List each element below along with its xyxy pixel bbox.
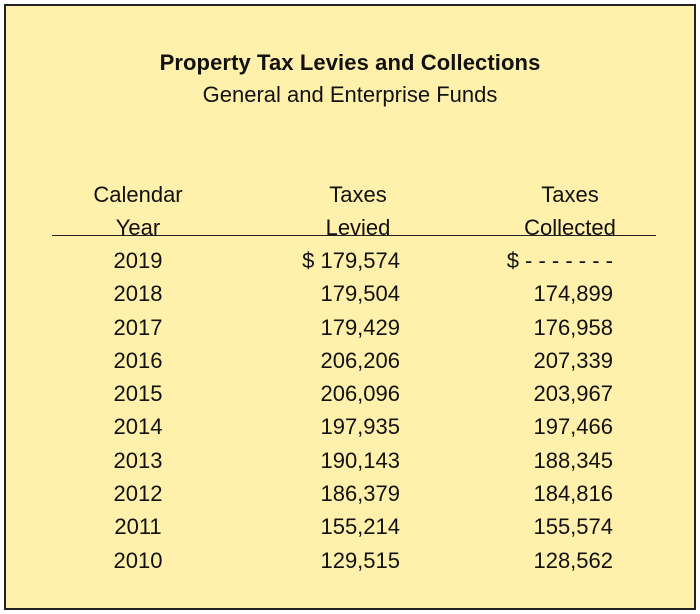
levied-cell: 190,143 bbox=[320, 447, 400, 473]
year-cell: 2011 bbox=[114, 514, 162, 540]
column-header-levied-line1: Taxes bbox=[329, 182, 387, 207]
levied-cell: 206,096 bbox=[320, 381, 400, 407]
collected-cell: 184,816 bbox=[533, 481, 613, 507]
year-cell: 2012 bbox=[113, 481, 163, 507]
table-row: 2015 206,096 203,967 bbox=[6, 377, 694, 410]
year-cell: 2010 bbox=[113, 547, 163, 573]
year-cell: 2015 bbox=[113, 381, 163, 407]
column-header-levied-line2: Levied bbox=[325, 215, 391, 240]
levied-cell: 179,429 bbox=[320, 314, 400, 340]
collected-cell: 128,562 bbox=[533, 547, 613, 573]
year-cell: 2019 bbox=[113, 248, 163, 273]
column-header-year-line2: Year bbox=[115, 215, 161, 240]
collected-cell: 174,899 bbox=[533, 281, 613, 307]
year-cell: 2013 bbox=[113, 447, 163, 473]
table-row: 2016 206,206 207,339 bbox=[6, 344, 694, 377]
header-divider bbox=[52, 235, 656, 236]
levied-cell: 186,379 bbox=[320, 481, 400, 507]
collected-cell: 155,574 bbox=[533, 514, 613, 540]
table-row: 2017 179,429 176,958 bbox=[6, 311, 694, 344]
levied-cell: 129,515 bbox=[320, 547, 400, 573]
table-row: 2019 $ 179,574 $ - - - - - - - bbox=[6, 244, 694, 277]
levied-cell: $ 179,574 bbox=[302, 248, 400, 273]
column-header-year-line1: Calendar bbox=[93, 182, 183, 207]
table-row: 2012 186,379 184,816 bbox=[6, 477, 694, 510]
table-row: 2011 155,214 155,574 bbox=[6, 510, 694, 543]
levied-cell: 206,206 bbox=[320, 347, 400, 373]
table-title: Property Tax Levies and Collections bbox=[159, 50, 541, 75]
levied-cell: 197,935 bbox=[320, 414, 400, 440]
column-header-collected: Taxes Collected bbox=[510, 178, 630, 244]
table-row: 2013 190,143 188,345 bbox=[6, 444, 694, 477]
levied-cell: 155,214 bbox=[320, 514, 400, 540]
table-panel: Property Tax Levies and Collections Gene… bbox=[4, 4, 696, 610]
collected-cell: 203,967 bbox=[533, 381, 613, 407]
year-cell: 2014 bbox=[113, 414, 163, 440]
collected-cell: 176,958 bbox=[533, 314, 613, 340]
column-header-collected-line2: Collected bbox=[524, 215, 616, 240]
year-cell: 2017 bbox=[113, 314, 163, 340]
table-body: 2019 $ 179,574 $ - - - - - - - 2018 179,… bbox=[6, 244, 694, 577]
column-header-year: Calendar Year bbox=[78, 178, 198, 244]
year-cell: 2018 bbox=[113, 281, 163, 307]
collected-cell: 188,345 bbox=[533, 447, 613, 473]
table-row: 2018 179,504 174,899 bbox=[6, 277, 694, 310]
table-row: 2014 197,935 197,466 bbox=[6, 410, 694, 443]
year-cell: 2016 bbox=[113, 347, 163, 373]
column-header-collected-line1: Taxes bbox=[541, 182, 599, 207]
table-subtitle: General and Enterprise Funds bbox=[202, 82, 498, 107]
table-row: 2010 129,515 128,562 bbox=[6, 544, 694, 577]
levied-cell: 179,504 bbox=[320, 281, 400, 307]
collected-cell: 197,466 bbox=[533, 414, 613, 440]
collected-cell: 207,339 bbox=[533, 347, 613, 373]
collected-cell: $ - - - - - - - bbox=[506, 248, 613, 273]
